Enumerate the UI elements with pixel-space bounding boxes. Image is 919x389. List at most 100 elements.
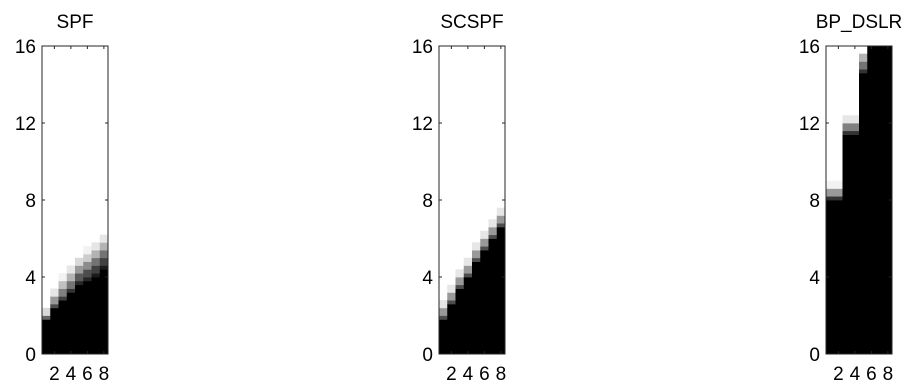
heatmap-cell [826, 188, 835, 197]
heatmap-cell [91, 277, 101, 355]
heatmap-cell [875, 46, 885, 355]
heatmap-cell [488, 226, 498, 236]
heatmap-cell [834, 196, 843, 201]
heatmap-cell [455, 277, 465, 286]
heatmap-cell [439, 315, 448, 320]
heatmap-cell [480, 238, 489, 247]
y-tick-label: 8 [25, 191, 36, 212]
heatmap-cell [58, 300, 68, 355]
x-tick-label: 4 [66, 364, 77, 385]
heatmap-cell [91, 242, 101, 251]
heatmap-cell [75, 273, 84, 282]
heatmap-cell [66, 280, 76, 289]
heatmap-cell [496, 215, 506, 224]
x-tick-label: 8 [883, 364, 894, 385]
heatmap-cell [83, 277, 92, 282]
heatmap-cell [842, 115, 852, 124]
heatmap-cell [842, 123, 852, 132]
heatmap-cell [463, 257, 473, 266]
x-tick-label: 8 [496, 364, 507, 385]
heatmap-cell [58, 296, 68, 301]
heatmap-cell [99, 242, 109, 251]
heatmap-cell [472, 250, 481, 259]
heatmap-cell [75, 257, 84, 266]
heatmap-cell [842, 130, 852, 135]
heatmap-cell [66, 265, 76, 274]
chart-title-spf: SPF [57, 12, 94, 33]
x-tick-label: 6 [479, 364, 490, 385]
heatmap-cell [455, 284, 465, 289]
y-tick-label: 4 [809, 268, 820, 289]
heatmap-cell [99, 234, 109, 243]
y-tick-label: 8 [809, 191, 820, 212]
heatmap-cell [75, 284, 84, 355]
heatmap-cell [447, 303, 456, 355]
chart-title-bp-dslr: BP_DSLR [816, 12, 903, 33]
heatmap-cell [99, 269, 109, 355]
heatmap-cell [472, 257, 481, 262]
heatmap-cell [91, 257, 101, 266]
heatmap-cell [480, 230, 489, 239]
heatmap-cell [83, 246, 92, 255]
heatmap-cell [842, 134, 852, 355]
heatmap-cell [447, 292, 456, 301]
heatmap-cell [83, 269, 92, 278]
heatmap-cell [50, 303, 59, 309]
y-tick-label: 0 [809, 345, 820, 366]
heatmap-cell [859, 53, 868, 62]
heatmap-cell [99, 257, 109, 266]
heatmap-cell [850, 130, 860, 135]
heatmap-cell [496, 223, 506, 228]
y-tick-label: 16 [799, 37, 820, 58]
heatmap-cell [75, 280, 84, 286]
heatmap-cell [439, 300, 448, 309]
heatmap-cell [463, 277, 473, 355]
y-tick-label: 0 [422, 345, 433, 366]
heatmap-cell [859, 69, 868, 74]
heatmap-cell [867, 46, 876, 355]
heatmap-cell [58, 288, 68, 297]
heatmap-cell [834, 188, 843, 197]
chart-title-scspf: SCSPF [440, 12, 503, 33]
heatmap-cell [42, 307, 51, 316]
heatmap-cell [826, 200, 835, 355]
heatmap-cell [50, 307, 59, 355]
y-tick-label: 16 [15, 37, 36, 58]
heatmap-cell [455, 288, 465, 355]
x-tick-label: 8 [99, 364, 110, 385]
y-tick-label: 4 [422, 268, 433, 289]
heatmap-cell [447, 284, 456, 293]
heatmap-cell [66, 292, 76, 355]
heatmap-cell [50, 296, 59, 305]
heatmap-cell [58, 273, 68, 282]
heatmap-cell [480, 246, 489, 251]
heatmap-cell [834, 180, 843, 189]
heatmap-cell [850, 115, 860, 124]
heatmap-cell [488, 234, 498, 239]
y-tick-label: 12 [799, 114, 820, 135]
y-tick-label: 8 [422, 191, 433, 212]
heatmap-cell [850, 134, 860, 355]
heatmap-cell [826, 196, 835, 201]
x-tick-label: 2 [833, 364, 844, 385]
y-tick-label: 16 [412, 37, 433, 58]
y-tick-label: 12 [15, 114, 36, 135]
heatmap-cell [99, 265, 109, 270]
heatmap-cell [91, 273, 101, 278]
heatmap-cell [50, 288, 59, 297]
heatmap-cell [83, 253, 92, 262]
heatmap-cell [826, 180, 835, 189]
heatmap-cell [488, 219, 498, 228]
heatmap-cell [439, 307, 448, 316]
heatmap-cell [496, 207, 506, 216]
heatmap-cell [859, 61, 868, 70]
heatmap-cell [42, 315, 51, 320]
x-tick-label: 4 [850, 364, 861, 385]
heatmap-cell [496, 226, 506, 355]
heatmap-cell [463, 265, 473, 274]
heatmap-cell [91, 250, 101, 259]
heatmap-cell [859, 72, 868, 355]
